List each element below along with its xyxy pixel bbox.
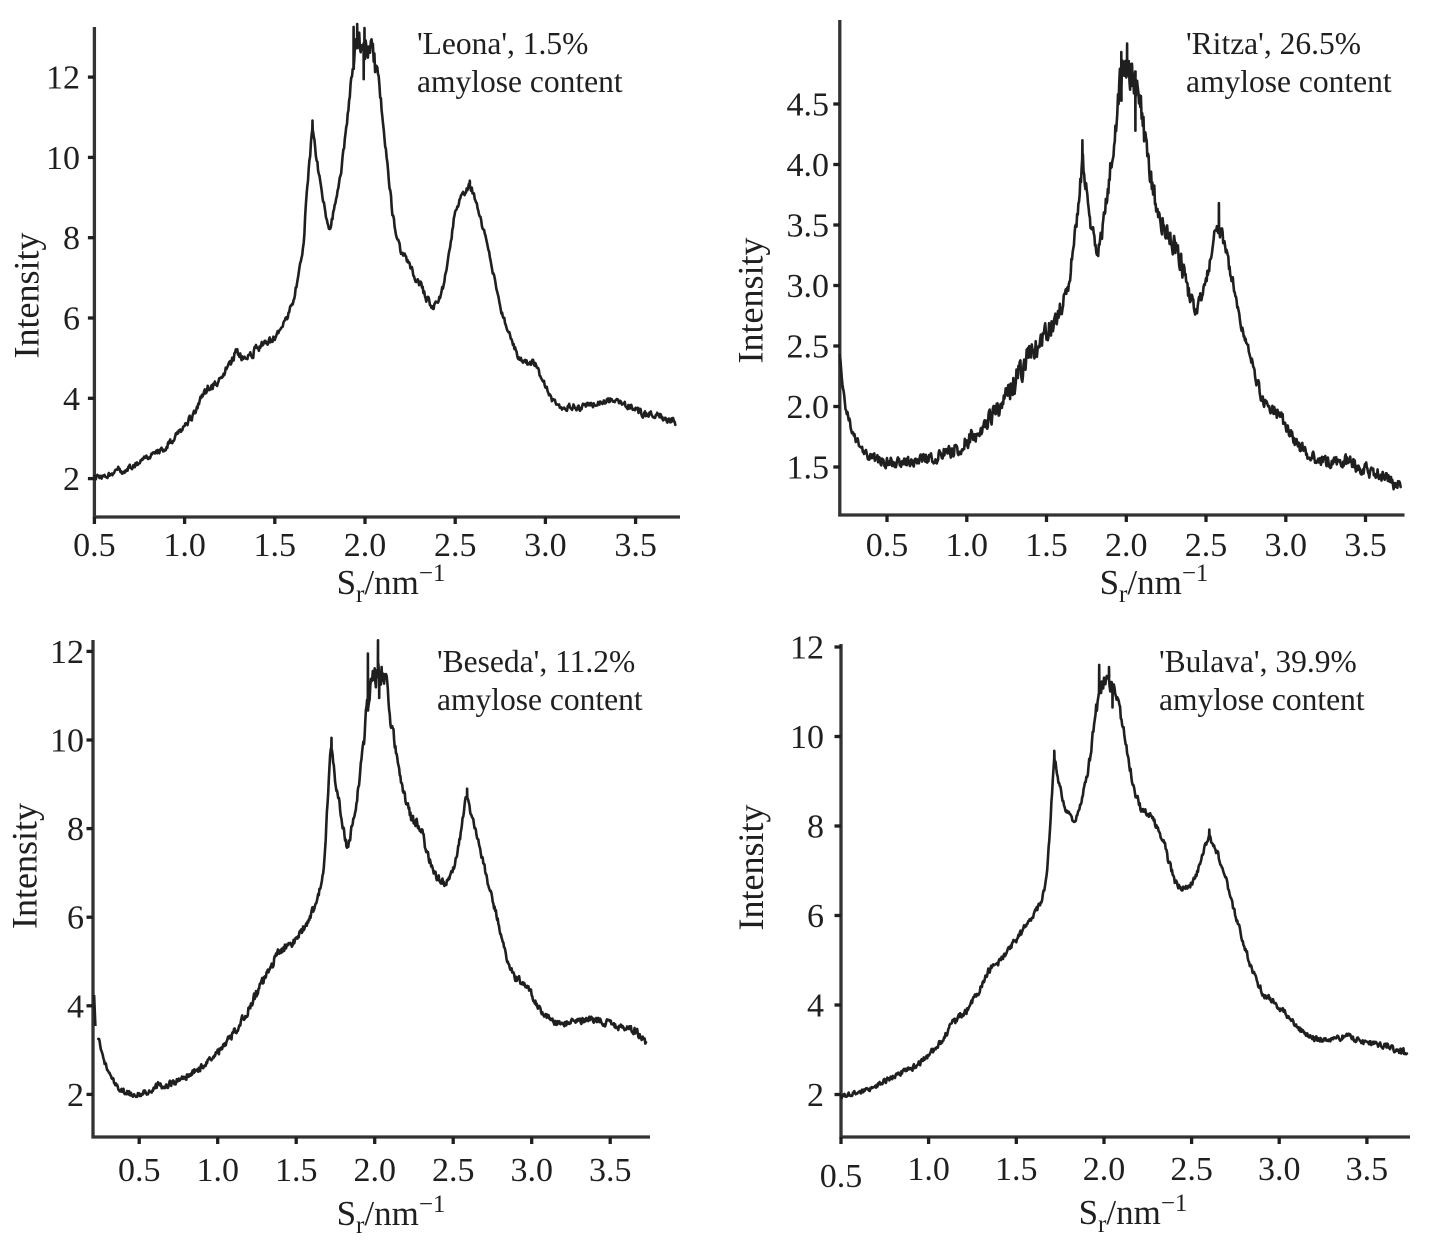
svg-text:8: 8 xyxy=(807,809,824,846)
svg-text:1.5: 1.5 xyxy=(995,1151,1038,1188)
svg-text:0.5: 0.5 xyxy=(73,527,116,564)
svg-text:3.0: 3.0 xyxy=(1258,1151,1301,1188)
svg-text:1.0: 1.0 xyxy=(196,1152,239,1189)
svg-text:Intensity: Intensity xyxy=(5,803,45,929)
svg-text:3.0: 3.0 xyxy=(524,527,567,564)
svg-text:3.5: 3.5 xyxy=(1344,527,1387,564)
svg-text:2: 2 xyxy=(67,1077,84,1114)
svg-text:3.0: 3.0 xyxy=(510,1152,553,1189)
svg-text:'Bulava', 39.9%: 'Bulava', 39.9% xyxy=(1159,644,1357,679)
svg-text:2.0: 2.0 xyxy=(1083,1151,1126,1188)
svg-text:4: 4 xyxy=(807,988,824,1025)
svg-text:10: 10 xyxy=(790,719,824,756)
svg-text:1.5: 1.5 xyxy=(275,1152,318,1189)
svg-text:2.0: 2.0 xyxy=(1105,527,1148,564)
svg-text:10: 10 xyxy=(50,723,84,760)
svg-text:amylose content: amylose content xyxy=(1186,64,1392,99)
svg-text:Intensity: Intensity xyxy=(731,805,771,931)
svg-text:Sr/nm−1: Sr/nm−1 xyxy=(337,1191,446,1235)
svg-text:4: 4 xyxy=(67,988,84,1025)
svg-text:1.5: 1.5 xyxy=(1025,527,1068,564)
svg-text:2.5: 2.5 xyxy=(1170,1151,1213,1188)
svg-text:amylose content: amylose content xyxy=(1159,682,1365,717)
svg-text:1.0: 1.0 xyxy=(907,1151,950,1188)
svg-text:'Leona', 1.5%: 'Leona', 1.5% xyxy=(417,26,588,61)
svg-text:10: 10 xyxy=(46,140,80,177)
svg-text:1.5: 1.5 xyxy=(787,450,830,487)
svg-text:4.5: 4.5 xyxy=(787,87,830,124)
svg-text:3.0: 3.0 xyxy=(1265,527,1308,564)
svg-text:Intensity: Intensity xyxy=(7,233,47,359)
svg-text:2.5: 2.5 xyxy=(434,527,477,564)
svg-text:2.0: 2.0 xyxy=(344,527,387,564)
svg-text:12: 12 xyxy=(790,630,824,667)
svg-text:1.0: 1.0 xyxy=(163,527,206,564)
svg-text:3.5: 3.5 xyxy=(787,208,830,245)
svg-text:0.5: 0.5 xyxy=(820,1158,863,1195)
svg-text:2.5: 2.5 xyxy=(432,1152,475,1189)
svg-text:8: 8 xyxy=(63,220,80,257)
svg-text:12: 12 xyxy=(46,60,80,97)
svg-text:12: 12 xyxy=(50,634,84,671)
svg-text:6: 6 xyxy=(67,900,84,937)
svg-text:2: 2 xyxy=(807,1077,824,1114)
svg-text:1.5: 1.5 xyxy=(254,527,297,564)
svg-text:3.5: 3.5 xyxy=(614,527,657,564)
svg-text:1.0: 1.0 xyxy=(946,527,989,564)
svg-text:2.0: 2.0 xyxy=(787,389,830,426)
svg-text:amylose content: amylose content xyxy=(437,682,643,717)
svg-text:2: 2 xyxy=(63,461,80,498)
svg-text:3.5: 3.5 xyxy=(1346,1151,1389,1188)
svg-text:2.0: 2.0 xyxy=(353,1152,396,1189)
svg-text:0.5: 0.5 xyxy=(866,527,909,564)
svg-text:0.5: 0.5 xyxy=(118,1152,161,1189)
svg-text:6: 6 xyxy=(63,301,80,338)
svg-text:4.0: 4.0 xyxy=(787,147,830,184)
svg-text:'Ritza', 26.5%: 'Ritza', 26.5% xyxy=(1186,26,1361,61)
svg-text:Sr/nm−1: Sr/nm−1 xyxy=(1100,560,1209,608)
svg-text:3.5: 3.5 xyxy=(589,1152,632,1189)
svg-text:3.0: 3.0 xyxy=(787,268,830,305)
svg-text:Intensity: Intensity xyxy=(731,238,771,364)
svg-text:2.5: 2.5 xyxy=(787,329,830,366)
svg-text:6: 6 xyxy=(807,898,824,935)
svg-text:'Beseda', 11.2%: 'Beseda', 11.2% xyxy=(437,644,635,679)
svg-text:2.5: 2.5 xyxy=(1185,527,1228,564)
svg-text:amylose content: amylose content xyxy=(417,64,623,99)
svg-text:4: 4 xyxy=(63,381,80,418)
svg-text:8: 8 xyxy=(67,811,84,848)
svg-text:Sr/nm−1: Sr/nm−1 xyxy=(337,560,446,608)
